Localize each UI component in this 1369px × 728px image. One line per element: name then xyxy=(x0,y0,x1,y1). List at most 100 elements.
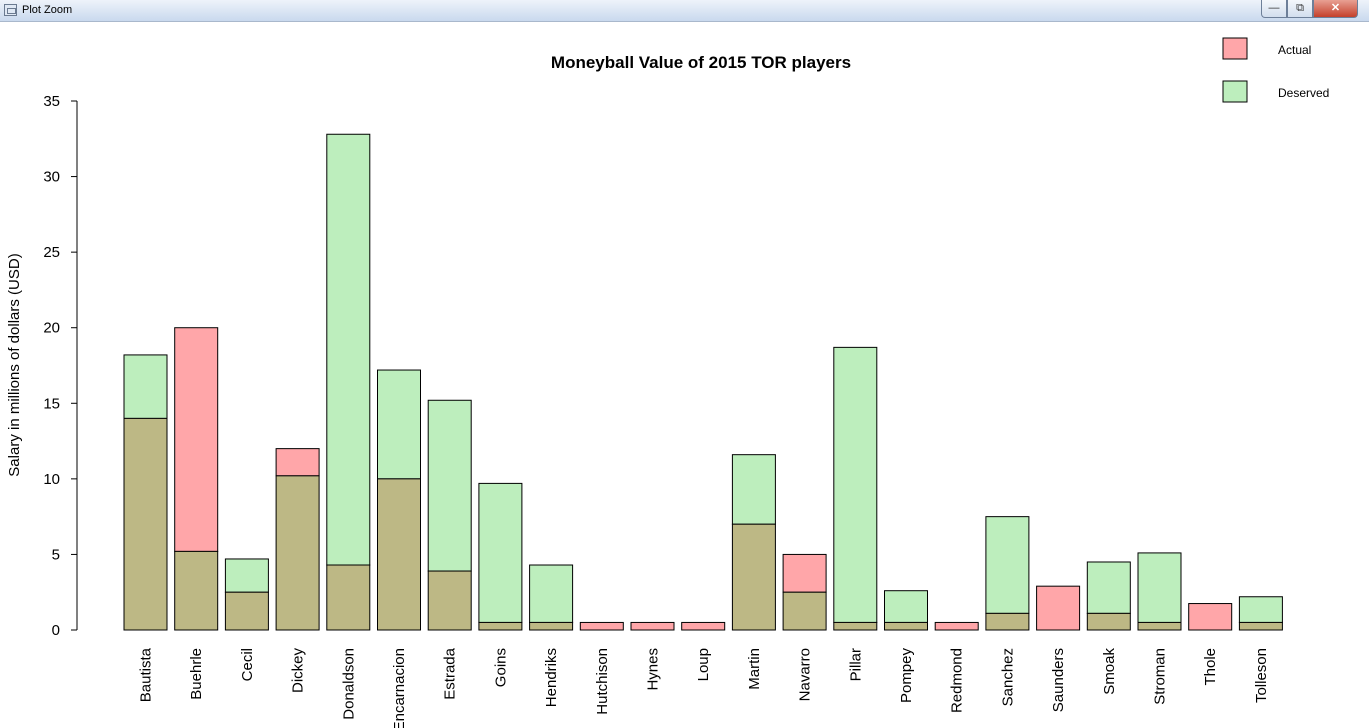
bar-actual xyxy=(579,621,624,631)
bar-overlap xyxy=(224,591,269,631)
x-tick-label: Cecil xyxy=(239,648,256,681)
bar-actual xyxy=(174,327,219,552)
bars xyxy=(123,133,1283,631)
bar-actual xyxy=(934,621,979,631)
y-tick-label: 15 xyxy=(43,395,60,412)
y-tick-label: 20 xyxy=(43,320,60,337)
y-tick-label: 5 xyxy=(52,546,60,563)
bar-overlap xyxy=(782,591,827,631)
bar-group xyxy=(782,553,827,631)
bar-actual xyxy=(782,553,827,593)
x-tick-label: Navarro xyxy=(797,648,814,701)
close-icon: ✕ xyxy=(1330,2,1341,14)
bar-deserved xyxy=(1137,552,1182,623)
bar-overlap xyxy=(731,523,776,631)
bar-overlap xyxy=(985,612,1030,631)
bar-group xyxy=(1036,585,1081,631)
y-axis: 0 5 10 15 20 25 30 35 xyxy=(43,93,78,639)
bar-group xyxy=(681,621,726,631)
bar-overlap xyxy=(326,564,371,631)
x-tick-label: Hendriks xyxy=(543,648,560,707)
x-tick-label: Loup xyxy=(695,648,712,681)
bar-group xyxy=(174,327,219,631)
bar-deserved xyxy=(224,558,269,593)
bar-actual xyxy=(681,621,726,631)
bar-group xyxy=(630,621,675,631)
bar-overlap xyxy=(833,621,878,631)
bar-group xyxy=(275,448,320,631)
x-tick-label: Buehrle xyxy=(188,648,205,700)
bar-group xyxy=(1238,596,1283,631)
bar-deserved xyxy=(478,482,523,623)
bar-group xyxy=(833,346,878,631)
maximize-button[interactable]: ⧉ xyxy=(1287,0,1313,18)
bar-group xyxy=(326,133,371,631)
x-tick-label: Pillar xyxy=(847,648,864,681)
x-tick-label: Estrada xyxy=(442,647,459,699)
bar-deserved xyxy=(1238,596,1283,623)
bar-deserved xyxy=(123,354,168,419)
bar-group xyxy=(1086,561,1131,631)
bar-actual xyxy=(630,621,675,631)
bar-deserved xyxy=(326,133,371,566)
bar-group xyxy=(884,590,928,631)
bar-overlap xyxy=(478,621,523,631)
close-button[interactable]: ✕ xyxy=(1313,0,1358,18)
bar-overlap xyxy=(1238,621,1283,631)
bar-overlap xyxy=(1137,621,1182,631)
bar-actual xyxy=(1188,603,1233,631)
x-tick-label: Saunders xyxy=(1050,648,1067,712)
y-tick-label: 25 xyxy=(43,244,60,261)
bar-overlap xyxy=(529,621,574,631)
x-tick-label: Goins xyxy=(492,648,509,687)
bar-deserved xyxy=(884,590,928,623)
y-axis-label: Salary in millions of dollars (USD) xyxy=(6,253,23,476)
bar-deserved xyxy=(427,399,472,572)
y-tick-label: 10 xyxy=(43,471,60,488)
x-axis-labels: Bautista Buehrle Cecil Dickey Donaldson Encar… xyxy=(138,647,1270,728)
x-tick-label: Tolleson xyxy=(1253,648,1270,703)
x-tick-label: Donaldson xyxy=(340,648,357,720)
bar-group xyxy=(1137,552,1182,631)
legend: Actual Deserved xyxy=(1222,37,1329,103)
minimize-button[interactable]: — xyxy=(1261,0,1287,18)
bar-deserved xyxy=(1086,561,1131,614)
bar-overlap xyxy=(884,621,928,631)
bar-actual xyxy=(275,448,320,477)
bar-overlap xyxy=(123,417,168,631)
restore-icon: ⧉ xyxy=(1296,2,1304,14)
window-titlebar: Plot Zoom — ⧉ ✕ xyxy=(0,0,1369,22)
x-tick-label: Pompey xyxy=(898,648,915,704)
bar-group xyxy=(478,482,523,631)
bar-group xyxy=(529,564,574,631)
legend-label: Actual xyxy=(1278,43,1311,57)
x-tick-label: Stroman xyxy=(1152,648,1169,705)
legend-label: Deserved xyxy=(1278,86,1329,100)
y-tick-label: 30 xyxy=(43,169,60,186)
app-icon xyxy=(4,4,17,16)
bar-group xyxy=(123,354,168,631)
chart-title: Moneyball Value of 2015 TOR players xyxy=(551,53,851,72)
y-tick-label: 0 xyxy=(52,622,60,639)
x-tick-label: Martin xyxy=(746,648,763,690)
x-tick-label: Encarnacion xyxy=(391,648,408,728)
y-tick-label: 35 xyxy=(43,93,60,110)
bar-group xyxy=(427,399,472,631)
bar-group xyxy=(985,516,1030,631)
x-tick-label: Sanchez xyxy=(999,648,1016,706)
x-tick-label: Redmond xyxy=(949,648,966,713)
x-tick-label: Bautista xyxy=(138,647,155,702)
bar-deserved xyxy=(529,564,574,623)
bar-deserved xyxy=(731,454,776,525)
bar-deserved xyxy=(833,346,878,623)
bar-deserved xyxy=(377,369,421,480)
x-tick-label: Hynes xyxy=(645,648,662,691)
bar-actual xyxy=(1036,585,1081,631)
minimize-icon: — xyxy=(1268,2,1280,14)
bar-group xyxy=(377,369,421,631)
bar-group xyxy=(731,454,776,631)
bar-group xyxy=(934,621,979,631)
window-title: Plot Zoom xyxy=(22,4,73,16)
bar-overlap xyxy=(174,550,219,631)
